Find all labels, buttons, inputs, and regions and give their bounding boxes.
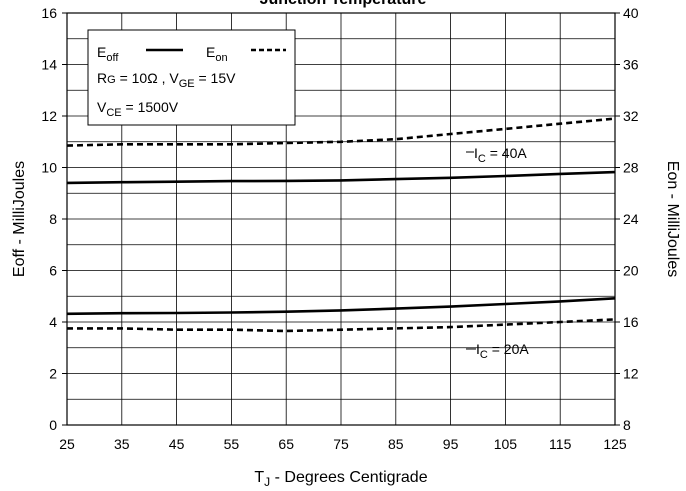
- y-right-tick-label: 24: [623, 211, 639, 227]
- legend-eoff: Eoff: [97, 44, 119, 64]
- y-right-tick-label: 20: [623, 263, 639, 279]
- y-right-tick-label: 36: [623, 57, 639, 73]
- legend-eon: Eon: [206, 44, 228, 64]
- series-line-eon-3: [67, 318, 616, 333]
- y-right-tick-label: 16: [623, 314, 639, 330]
- y-left-tick-label: 6: [49, 263, 57, 279]
- y-right-axis-label: Eon - MilliJoules: [664, 161, 681, 277]
- x-tick-label: 35: [114, 436, 130, 452]
- y-left-tick-label: 14: [41, 57, 57, 73]
- annotation-ic-40a: IC = 40A: [474, 145, 527, 165]
- y-left-axis-label: Eoff - MilliJoules: [11, 161, 28, 277]
- y-left-tick-label: 8: [49, 211, 57, 227]
- y-right-tick-label: 40: [623, 5, 639, 21]
- y-right-tick-label: 32: [623, 108, 639, 124]
- x-axis-label: TJ - Degrees Centigrade: [254, 469, 427, 489]
- y-right-tick-label: 28: [623, 160, 639, 176]
- x-tick-label: 25: [59, 436, 75, 452]
- x-tick-label: 105: [494, 436, 518, 452]
- series-line-eon-2: [66, 117, 616, 147]
- y-left-tick-label: 2: [49, 366, 57, 382]
- y-right-tick-labels: 8 12 16 20 24 28 32 36 40: [615, 5, 639, 433]
- series-line-eoff-0: [66, 170, 616, 185]
- y-left-tick-label: 16: [41, 5, 57, 21]
- annotation-ic-20a: IC = 20A: [476, 341, 529, 361]
- y-left-tick-label: 10: [41, 160, 57, 176]
- x-tick-label: 45: [169, 436, 185, 452]
- y-left-tick-label: 4: [49, 314, 57, 330]
- legend-conditions-1: RG = 10Ω , VGE = 15V: [97, 70, 236, 90]
- x-tick-label: 55: [224, 436, 240, 452]
- x-tick-label: 85: [388, 436, 404, 452]
- legend-conditions-2: VCE = 1500V: [97, 99, 179, 119]
- y-left-tick-labels: 0 2 4 6 8 10 12 14 16: [41, 5, 67, 433]
- x-tick-label: 75: [333, 436, 349, 452]
- y-left-tick-label: 0: [49, 417, 57, 433]
- series-line-eoff-1: [66, 297, 616, 316]
- x-tick-label: 125: [603, 436, 627, 452]
- y-right-tick-label: 12: [623, 366, 639, 382]
- x-tick-label: 115: [549, 436, 572, 452]
- x-tick-label: 95: [443, 436, 459, 452]
- chart-title: Junction Temperature: [260, 0, 427, 8]
- legend: Eoff Eon RG = 10Ω , VGE = 15V VCE = 1500…: [87, 29, 296, 126]
- legend-box: [87, 29, 296, 126]
- series-layer: [66, 117, 616, 333]
- y-left-tick-label: 12: [41, 108, 57, 124]
- x-tick-label: 65: [278, 436, 294, 452]
- x-tick-labels: 25 35 45 55 65 75 85 95 105 115 125: [59, 436, 627, 452]
- y-right-tick-label: 8: [623, 417, 631, 433]
